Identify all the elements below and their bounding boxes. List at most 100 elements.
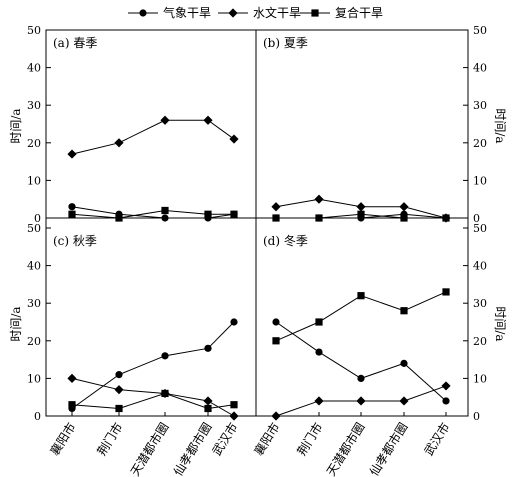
x-category-label: 仙孝都市圈: [170, 420, 215, 477]
data-point: [272, 214, 280, 222]
x-category-label: 荆门市: [94, 420, 126, 458]
y-tick-label-left: 30: [27, 99, 41, 112]
series-line: [71, 321, 235, 409]
x-category-label: 天潜都市圈: [127, 420, 172, 477]
y-tick-label-right: 40: [473, 260, 487, 273]
data-point: [203, 115, 213, 125]
data-point: [229, 411, 239, 421]
data-point: [400, 359, 408, 367]
data-point: [399, 202, 409, 212]
plot-frame: [45, 29, 469, 417]
y-tick-label-right: 40: [473, 62, 487, 75]
data-point: [399, 396, 409, 406]
data-point: [272, 318, 280, 326]
y-tick-label-left: 0: [34, 212, 41, 225]
panel-label: (c) 秋季: [53, 234, 97, 248]
y-axis-title-right: 时间/a: [493, 306, 507, 341]
data-point: [67, 149, 77, 159]
legend-label: 水文干旱: [253, 5, 301, 20]
y-tick-label-right: 50: [473, 222, 487, 235]
data-point: [115, 371, 123, 379]
data-point: [67, 373, 77, 383]
data-point: [400, 214, 408, 222]
data-point: [160, 115, 170, 125]
data-point: [204, 210, 212, 218]
y-tick-label-right: 10: [473, 372, 487, 385]
data-point: [357, 374, 365, 382]
y-tick-label-right: 0: [473, 212, 480, 225]
y-axis-title-right: 时间/a: [493, 108, 507, 143]
data-point: [400, 307, 408, 315]
y-axis-title-left: 时间/a: [9, 108, 23, 143]
legend-marker: [311, 9, 319, 17]
y-tick-label-left: 30: [27, 297, 41, 310]
panel-label: (a) 春季: [53, 36, 97, 50]
data-point: [230, 401, 238, 409]
panel-label: (d) 冬季: [263, 233, 308, 248]
data-point: [114, 385, 124, 395]
data-point: [68, 203, 76, 211]
data-point: [442, 397, 450, 405]
y-tick-label-left: 10: [27, 372, 41, 385]
y-tick-label-right: 0: [473, 410, 480, 423]
legend-marker: [139, 9, 147, 17]
y-tick-label-left: 10: [27, 174, 41, 187]
data-point: [230, 318, 238, 326]
data-point: [271, 411, 281, 421]
data-point: [356, 202, 366, 212]
x-category-label: 仙孝都市圈: [366, 420, 411, 477]
y-tick-label-right: 30: [473, 297, 487, 310]
data-point: [315, 348, 323, 356]
y-tick-label-right: 20: [473, 335, 487, 348]
y-tick-label-right: 20: [473, 137, 487, 150]
data-point: [68, 210, 76, 218]
data-point: [115, 404, 123, 413]
data-point: [314, 396, 324, 406]
data-point: [68, 401, 76, 409]
data-point: [356, 396, 366, 406]
data-point: [204, 344, 212, 352]
data-point: [357, 292, 365, 300]
legend-label: 复合干旱: [335, 5, 383, 20]
data-point: [161, 206, 169, 215]
y-tick-label-left: 50: [27, 24, 41, 37]
y-tick-label-left: 0: [34, 410, 41, 423]
series-line: [275, 321, 447, 402]
data-point: [271, 202, 281, 212]
data-point: [441, 381, 451, 391]
legend-label: 气象干旱: [163, 5, 211, 20]
data-point: [161, 214, 169, 222]
x-category-label: 天潜都市圈: [323, 420, 368, 477]
data-point: [203, 396, 213, 406]
data-point: [114, 138, 124, 148]
data-point: [442, 214, 450, 222]
series-line: [71, 119, 235, 155]
data-point: [204, 404, 212, 413]
y-axis-title-left: 时间/a: [9, 306, 23, 341]
data-point: [442, 288, 450, 296]
y-tick-label-right: 50: [473, 24, 487, 37]
data-point: [230, 210, 238, 218]
y-tick-label-left: 20: [27, 335, 41, 348]
data-point: [229, 134, 239, 144]
y-tick-label-left: 50: [27, 222, 41, 235]
y-tick-label-left: 40: [27, 62, 41, 75]
data-point: [314, 194, 324, 204]
data-point: [272, 337, 280, 345]
x-category-label: 襄阳市: [251, 420, 283, 458]
x-category-label: 武汉市: [209, 420, 241, 458]
panel-label: (b) 夏季: [263, 36, 308, 50]
y-tick-label-left: 40: [27, 260, 41, 273]
data-point: [161, 389, 169, 398]
legend-marker: [228, 8, 238, 18]
data-point: [161, 352, 169, 360]
y-tick-label-right: 10: [473, 174, 487, 187]
y-tick-label-right: 30: [473, 99, 487, 112]
data-point: [315, 214, 323, 222]
x-category-label: 荆门市: [294, 420, 326, 458]
data-point: [357, 210, 365, 218]
data-point: [115, 214, 123, 222]
x-category-label: 襄阳市: [47, 420, 79, 458]
x-category-label: 武汉市: [421, 420, 453, 458]
